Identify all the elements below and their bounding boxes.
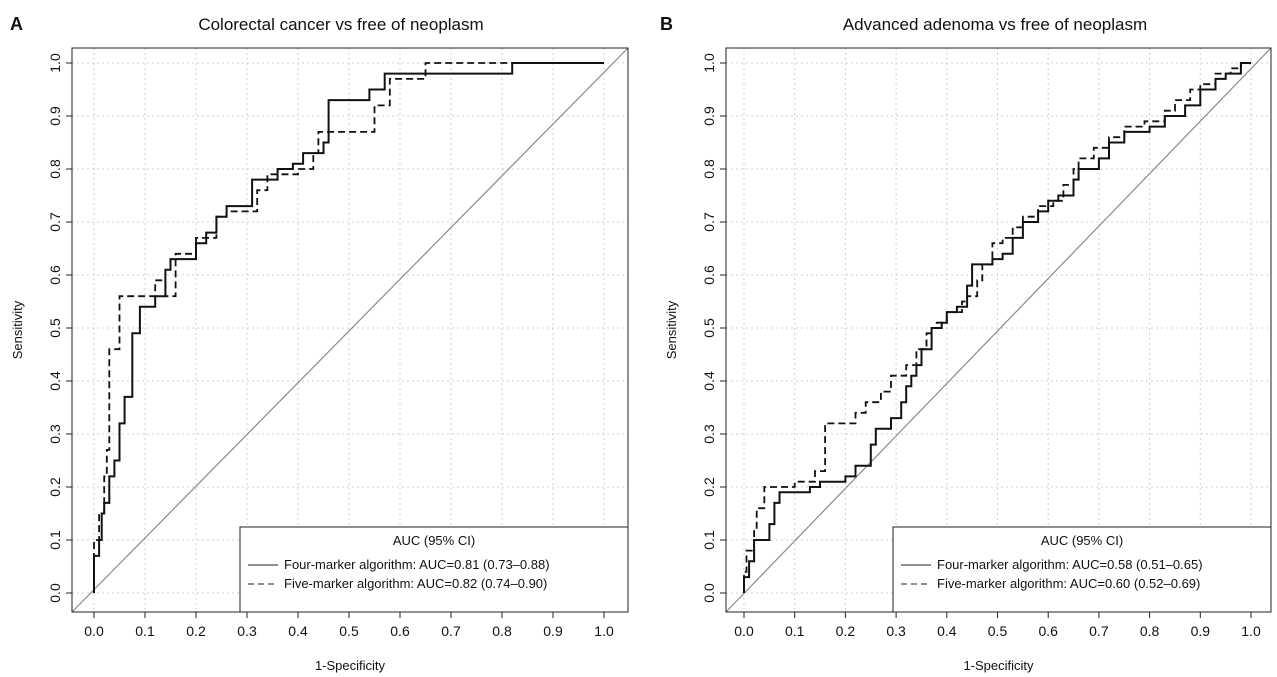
y-tick-label: 0.8 (701, 159, 717, 179)
y-axis: 0.0 0.1 0.2 0.3 0.4 0.5 0.6 0.7 0.8 0.9 1.0 (47, 53, 72, 603)
y-axis-label: Sensitivity (10, 300, 25, 359)
legend-title: AUC (95% CI) (1041, 533, 1123, 548)
x-tick-label: 0.6 (1038, 623, 1058, 639)
y-tick-label: 0.6 (701, 265, 717, 285)
x-axis-label: 1-Specificity (963, 658, 1034, 673)
y-tick-label: 0.6 (47, 265, 63, 285)
x-tick-label: 0.9 (1191, 623, 1211, 639)
y-tick-label: 0.9 (47, 106, 63, 126)
x-tick-label: 0.0 (734, 623, 754, 639)
x-axis-label: 1-Specificity (315, 658, 386, 673)
x-tick-label: 0.4 (937, 623, 957, 639)
panel-label: B (660, 14, 673, 34)
y-tick-label: 0.5 (701, 318, 717, 338)
y-tick-label: 0.1 (47, 530, 63, 550)
y-tick-label: 0.8 (47, 159, 63, 179)
y-tick-label: 0.5 (47, 318, 63, 338)
reference-diagonal-line (725, 47, 1272, 613)
x-tick-label: 0.7 (441, 623, 461, 639)
x-tick-label: 0.6 (390, 623, 410, 639)
panel-a-roc-chart: A Colorectal cancer vs free of neoplasm … (10, 14, 629, 673)
legend: AUC (95% CI) Four-marker algorithm: AUC=… (892, 526, 1272, 613)
legend-title: AUC (95% CI) (393, 533, 475, 548)
x-tick-label: 0.8 (1140, 623, 1160, 639)
y-tick-label: 0.7 (47, 212, 63, 232)
x-tick-label: 0.1 (785, 623, 805, 639)
x-axis: 0.0 0.1 0.2 0.3 0.4 0.5 0.6 0.7 0.8 0.9 1.0 (734, 612, 1261, 639)
x-tick-label: 0.1 (135, 623, 155, 639)
reference-diagonal-line (71, 47, 629, 613)
y-tick-label: 0.3 (701, 424, 717, 444)
x-tick-label: 0.2 (836, 623, 856, 639)
y-tick-label: 0.4 (701, 371, 717, 391)
legend-entry-four-marker: Four-marker algorithm: AUC=0.81 (0.73–0.… (284, 557, 550, 572)
legend-entry-four-marker: Four-marker algorithm: AUC=0.58 (0.51–0.… (937, 557, 1203, 572)
y-axis: 0.0 0.1 0.2 0.3 0.4 0.5 0.6 0.7 0.8 0.9 1.0 (701, 53, 726, 603)
y-tick-label: 0.4 (47, 371, 63, 391)
panel-b-roc-chart: B Advanced adenoma vs free of neoplasm 0… (660, 14, 1272, 673)
x-tick-label: 0.2 (186, 623, 206, 639)
legend: AUC (95% CI) Four-marker algorithm: AUC=… (239, 526, 629, 613)
x-tick-label: 0.8 (492, 623, 512, 639)
x-tick-label: 1.0 (594, 623, 614, 639)
legend-box (892, 526, 1272, 613)
series-layer (743, 62, 1251, 593)
legend-box (239, 526, 629, 613)
series-layer (93, 62, 604, 593)
x-tick-label: 0.5 (988, 623, 1008, 639)
y-tick-label: 0.2 (47, 477, 63, 497)
legend-entry-five-marker: Five-marker algorithm: AUC=0.82 (0.74–0.… (284, 576, 547, 591)
panel-label: A (10, 14, 23, 34)
x-tick-label: 0.3 (237, 623, 257, 639)
y-tick-label: 1.0 (701, 53, 717, 73)
x-tick-label: 0.7 (1089, 623, 1109, 639)
roc-curve-five-marker (93, 62, 604, 593)
y-tick-label: 0.1 (701, 530, 717, 550)
x-tick-label: 0.4 (288, 623, 308, 639)
y-tick-label: 0.7 (701, 212, 717, 232)
roc-curve-five-marker (743, 62, 1251, 593)
grid-lines (726, 48, 1271, 612)
y-axis-label: Sensitivity (664, 300, 679, 359)
roc-curve-four-marker (93, 62, 604, 593)
x-axis: 0.0 0.1 0.2 0.3 0.4 0.5 0.6 0.7 0.8 0.9 1.0 (84, 612, 614, 639)
y-tick-label: 0.2 (701, 477, 717, 497)
y-tick-label: 0.3 (47, 424, 63, 444)
x-tick-label: 1.0 (1241, 623, 1261, 639)
x-tick-label: 0.9 (543, 623, 563, 639)
x-tick-label: 0.3 (886, 623, 906, 639)
legend-entry-five-marker: Five-marker algorithm: AUC=0.60 (0.52–0.… (937, 576, 1200, 591)
roc-curve-four-marker (743, 62, 1251, 593)
x-tick-label: 0.0 (84, 623, 104, 639)
y-tick-label: 1.0 (47, 53, 63, 73)
y-tick-label: 0.0 (701, 583, 717, 603)
chart-title: Colorectal cancer vs free of neoplasm (198, 15, 483, 34)
y-tick-label: 0.0 (47, 583, 63, 603)
grid-lines (72, 48, 628, 612)
y-tick-label: 0.9 (701, 106, 717, 126)
chart-title: Advanced adenoma vs free of neoplasm (843, 15, 1147, 34)
x-tick-label: 0.5 (339, 623, 359, 639)
